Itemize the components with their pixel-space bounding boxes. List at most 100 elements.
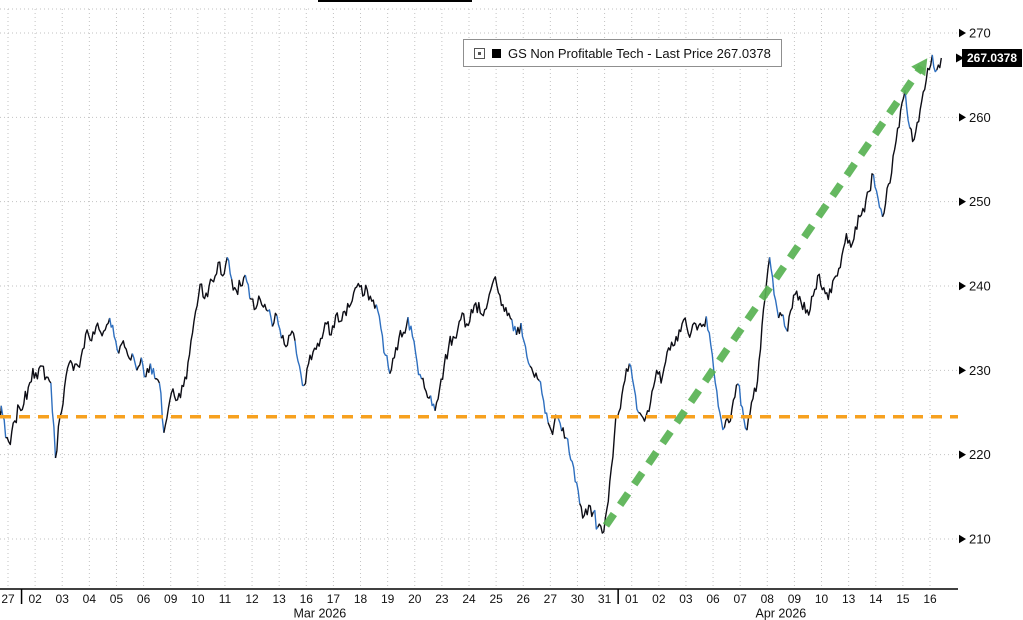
x-tick-label: 02 [28, 592, 42, 606]
price-line [136, 357, 142, 371]
x-tick-label: 25 [489, 592, 503, 606]
x-tick-label: 18 [354, 592, 368, 606]
price-line [909, 54, 933, 143]
x-tick-label: 06 [706, 592, 720, 606]
x-tick-label: 06 [137, 592, 151, 606]
price-line [303, 282, 377, 386]
x-tick-label: 13 [842, 592, 856, 606]
x-tick-label: 27 [1, 592, 15, 606]
price-line [271, 312, 278, 327]
price-line [140, 357, 147, 378]
x-tick-label: 26 [517, 592, 531, 606]
x-tick-label: 02 [652, 592, 666, 606]
price-line [267, 309, 274, 327]
price-line [421, 377, 432, 399]
price-line [515, 322, 522, 336]
x-tick-label: 07 [733, 592, 747, 606]
price-line [276, 315, 283, 339]
x-tick-label: 03 [679, 592, 693, 606]
x-tick-label: 19 [381, 592, 395, 606]
price-line [131, 353, 138, 371]
price-line [118, 340, 133, 361]
price-line [592, 509, 599, 530]
x-tick-label: 16 [300, 592, 314, 606]
x-axis-layer: 27 02 03 04 05 06 09 10 11 12 13 16 17 18 19 20 23 24 25 26… [0, 588, 958, 620]
price-line [628, 363, 640, 413]
price-line [565, 437, 581, 504]
price-line [538, 380, 549, 423]
x-tick-label: 03 [56, 592, 70, 606]
x-tick-label: 17 [327, 592, 341, 606]
y-tick-label: 210 [969, 532, 991, 547]
price-line [520, 323, 531, 367]
price-line [226, 257, 233, 280]
legend-label: GS Non Profitable Tech - Last Price 267.… [508, 45, 771, 61]
price-line [579, 503, 594, 519]
price-line [881, 90, 906, 218]
price-line [638, 316, 707, 422]
month-label: Mar 2026 [293, 607, 346, 620]
x-tick-label: 12 [245, 592, 259, 606]
price-line [54, 317, 111, 459]
price-line [50, 382, 57, 459]
price-line [109, 317, 120, 354]
price-line [145, 363, 152, 378]
price-line [429, 395, 436, 411]
y-axis-layer: 210 220 230 240 250 260 270 [956, 26, 991, 547]
y-tick-marker [959, 281, 966, 291]
chart-legend[interactable]: GS Non Profitable Tech - Last Price 267.… [463, 39, 782, 67]
x-tick-label: 27 [544, 592, 558, 606]
x-tick-label: 05 [110, 592, 124, 606]
x-tick-label: 09 [788, 592, 802, 606]
price-line [529, 365, 540, 381]
price-line [786, 173, 874, 332]
price-line [904, 90, 911, 128]
price-line [294, 340, 305, 387]
price-line [407, 317, 423, 380]
price-line-layer [0, 54, 942, 534]
y-tick-label: 240 [969, 279, 991, 294]
month-label: Apr 2026 [755, 607, 806, 620]
price-line [511, 319, 518, 336]
x-tick-label: 23 [435, 592, 449, 606]
price-line [389, 317, 409, 374]
price-line [597, 363, 631, 534]
price-line [5, 365, 52, 446]
y-tick-marker [959, 450, 966, 459]
x-tick-label: 10 [191, 592, 205, 606]
y-tick-marker [959, 113, 966, 122]
x-tick-label: 08 [761, 592, 775, 606]
price-line [561, 427, 567, 439]
x-tick-label: 30 [571, 592, 585, 606]
price-line [158, 382, 165, 433]
grid-layer [0, 8, 958, 589]
price-line [280, 330, 296, 348]
x-tick-label: 04 [83, 592, 97, 606]
last-price-badge: 267.0378 [962, 49, 1022, 67]
price-line [434, 276, 513, 411]
legend-toggle-icon[interactable] [474, 47, 485, 59]
price-line [154, 378, 161, 384]
x-tick-label: 11 [219, 592, 232, 606]
price-line [705, 316, 725, 431]
x-tick-label: 09 [164, 592, 178, 606]
price-line [746, 257, 771, 431]
y-tick-marker [959, 366, 966, 375]
price-line [768, 257, 780, 319]
price-line [723, 383, 739, 428]
price-line [737, 383, 748, 431]
x-tick-label: 01 [625, 592, 639, 606]
price-line [931, 54, 938, 73]
price-line [936, 57, 942, 71]
price-line [872, 174, 884, 217]
x-tick-label: 24 [462, 592, 476, 606]
y-tick-label: 250 [969, 194, 991, 209]
price-line [244, 274, 251, 299]
x-tick-label: 10 [815, 592, 829, 606]
last-price-value: 267.0378 [966, 51, 1018, 65]
x-tick-label: 16 [923, 592, 937, 606]
y-tick-marker [959, 534, 966, 544]
price-line [231, 274, 246, 296]
series-marker-icon [492, 48, 501, 58]
